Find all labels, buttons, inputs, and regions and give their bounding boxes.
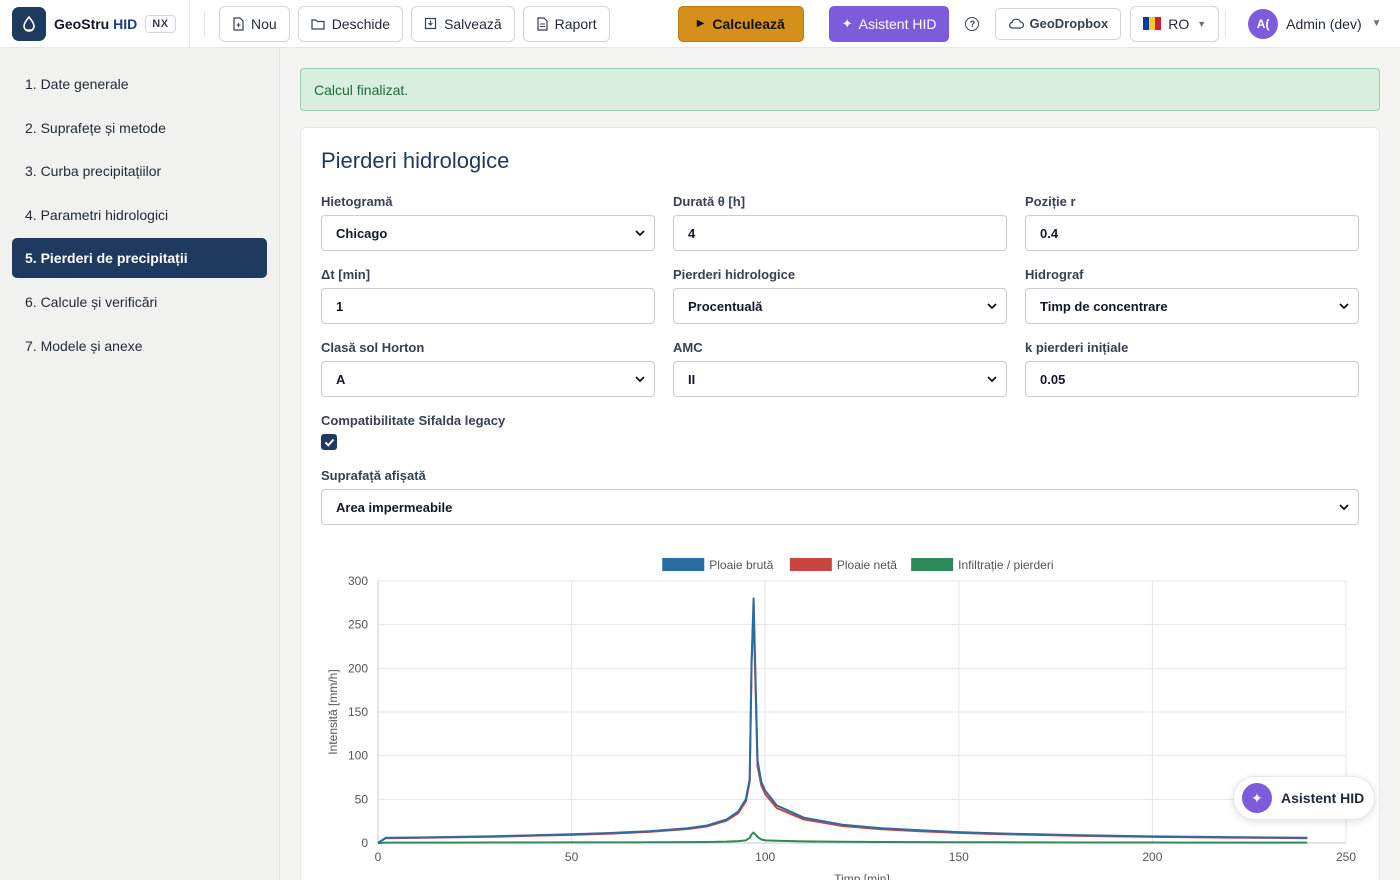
y-tick-label: 150 <box>348 705 368 719</box>
hidrograf-label: Hidrograf <box>1025 267 1084 282</box>
legend-swatch <box>911 558 954 571</box>
chevron-down-icon <box>1339 504 1349 511</box>
amc-label: AMC <box>673 340 703 355</box>
k-label: k pierderi inițiale <box>1025 340 1129 355</box>
brand: GeoStru HID NX <box>0 0 190 47</box>
pierderi-select[interactable]: Procentuală <box>673 288 1007 324</box>
series-line <box>377 831 1308 844</box>
calculate-button[interactable]: ▶ Calculează <box>677 5 804 42</box>
losses-card: Pierderi hidrologice Hietogramă Chicago … <box>300 127 1380 880</box>
geodropbox-button[interactable]: GeoDropbox <box>995 7 1122 40</box>
suprafata-select[interactable]: Area impermeabile <box>321 489 1359 525</box>
sparkle-icon: ✦ <box>841 15 853 31</box>
language-select[interactable]: RO ▼ <box>1130 5 1220 42</box>
suprafata-label: Suprafață afișată <box>321 468 426 483</box>
folder-icon <box>311 18 325 30</box>
dt-input[interactable]: 1 <box>321 288 655 324</box>
y-axis-label: Intensită [mm/h] <box>326 669 340 754</box>
pozitie-input[interactable]: 0.4 <box>1025 215 1359 251</box>
report-icon <box>537 16 548 31</box>
chevron-down-icon <box>635 230 645 237</box>
floating-assistant-button[interactable]: ✦ Asistent HID <box>1233 776 1375 820</box>
sidebar-item-modele[interactable]: 7. Modele și anexe <box>25 337 143 354</box>
sidebar-item-date-generale[interactable]: 1. Date generale <box>25 76 129 92</box>
hietograma-label: Hietogramă <box>321 194 393 209</box>
divider <box>204 9 205 38</box>
success-alert: Calcul finalizat. <box>300 68 1380 111</box>
series-line <box>377 607 1308 844</box>
legend-swatch <box>662 558 705 571</box>
user-chevron-down-icon[interactable]: ▼ <box>1371 18 1382 29</box>
chevron-down-icon <box>635 376 645 383</box>
legend-label: Ploaie netă <box>837 558 897 572</box>
avatar[interactable]: A( <box>1248 8 1279 39</box>
y-tick-label: 300 <box>348 574 368 588</box>
report-button[interactable]: Raport <box>522 5 610 42</box>
sidebar-item-suprafete[interactable]: 2. Suprafețe și metode <box>25 119 166 136</box>
play-icon: ▶ <box>696 18 705 29</box>
x-tick-label: 50 <box>565 850 579 864</box>
durata-input[interactable]: 4 <box>673 215 1007 251</box>
pierderi-label: Pierderi hidrologice <box>673 267 796 282</box>
brand-name: GeoStru HID <box>54 15 138 32</box>
chevron-down-icon <box>987 303 997 310</box>
legend-swatch <box>789 558 832 571</box>
y-tick-label: 50 <box>355 792 369 806</box>
y-tick-label: 0 <box>361 836 368 850</box>
user-name[interactable]: Admin (dev) <box>1286 15 1362 32</box>
y-tick-label: 250 <box>348 618 368 632</box>
hietograma-select[interactable]: Chicago <box>321 215 655 251</box>
save-button[interactable]: Salvează <box>411 5 515 42</box>
dt-label: Δt [min] <box>321 267 371 282</box>
x-tick-label: 200 <box>1142 850 1162 864</box>
sidebar-item-curba[interactable]: 3. Curba precipitațiilor <box>25 163 162 180</box>
durata-label: Durată θ [h] <box>673 194 746 209</box>
pozitie-label: Poziție r <box>1025 194 1076 209</box>
amc-select[interactable]: II <box>673 361 1007 397</box>
assistant-button[interactable]: ✦ Asistent HID <box>828 5 950 42</box>
k-input[interactable]: 0.05 <box>1025 361 1359 397</box>
save-icon <box>424 17 437 30</box>
legend-label: Infiltrație / pierderi <box>958 558 1053 572</box>
help-icon[interactable]: ? <box>965 16 980 31</box>
x-tick-label: 100 <box>755 850 775 864</box>
x-tick-label: 250 <box>1336 850 1356 864</box>
cloud-icon <box>1009 18 1025 29</box>
intensity-chart: 0 50 100 150 200 250 300 0 50 100 150 200 250 Intensi… <box>326 558 1356 880</box>
check-icon <box>324 438 334 447</box>
app-logo-icon[interactable] <box>12 6 46 41</box>
clasa-label: Clasă sol Horton <box>321 340 425 355</box>
clasa-select[interactable]: A <box>321 361 655 397</box>
page-title: Pierderi hidrologice <box>321 148 510 173</box>
x-tick-label: 0 <box>375 850 382 864</box>
top-bar: GeoStru HID NX Nou Deschide Salvează Rap… <box>0 0 1400 48</box>
series-line <box>377 597 1308 844</box>
sidebar-item-parametri[interactable]: 4. Parametri hidrologici <box>25 206 169 223</box>
chevron-down-icon <box>1339 303 1349 310</box>
new-button[interactable]: Nou <box>219 5 290 42</box>
chevron-down-icon: ▼ <box>1197 18 1207 29</box>
compat-checkbox[interactable] <box>321 434 337 450</box>
open-button[interactable]: Deschide <box>297 5 404 42</box>
romania-flag-icon <box>1143 17 1162 30</box>
legend-label: Ploaie brută <box>709 558 773 572</box>
brand-tag: NX <box>145 14 176 33</box>
sparkle-icon: ✦ <box>1242 783 1272 813</box>
y-tick-label: 100 <box>348 749 368 763</box>
new-file-icon <box>233 16 244 31</box>
sidebar-item-calcule[interactable]: 6. Calcule și verificări <box>25 293 158 310</box>
y-tick-label: 200 <box>348 661 368 675</box>
sidebar-item-pierderi[interactable]: 5. Pierderi de precipitații <box>12 238 267 279</box>
divider <box>1225 10 1226 38</box>
hidrograf-select[interactable]: Timp de concentrare <box>1025 288 1359 324</box>
compat-label: Compatibilitate Sifalda legacy <box>321 413 506 428</box>
chevron-down-icon <box>987 376 997 383</box>
x-axis-label: Timp [min] <box>834 872 890 880</box>
sidebar: 1. Date generale 2. Suprafețe și metode … <box>0 48 280 880</box>
x-tick-label: 150 <box>949 850 969 864</box>
